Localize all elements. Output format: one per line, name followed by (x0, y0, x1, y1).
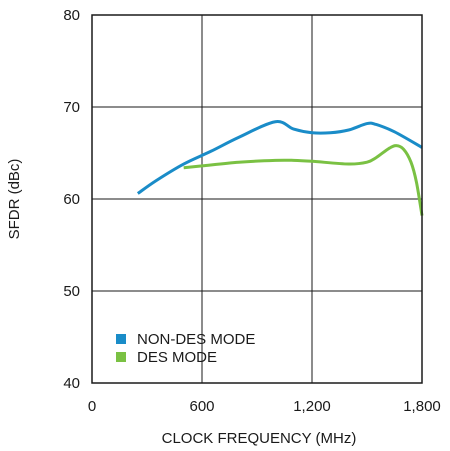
y-tick-label: 60 (63, 191, 80, 208)
y-tick-label: 70 (63, 99, 80, 116)
x-tick-label: 600 (189, 398, 214, 415)
y-tick-label: 50 (63, 283, 80, 300)
legend-label-des-mode: DES MODE (137, 349, 217, 366)
series-line-non-des-mode (136, 120, 423, 195)
legend-label-non-des-mode: NON-DES MODE (137, 331, 255, 348)
x-tick-label: 1,200 (293, 398, 331, 415)
y-axis-title: SFDR (dBc) (6, 159, 23, 240)
x-tick-label: 1,800 (403, 398, 441, 415)
legend-swatch-non-des-mode (116, 334, 126, 344)
x-axis-title: CLOCK FREQUENCY (MHz) (162, 430, 357, 447)
y-tick-label: 80 (63, 7, 80, 24)
x-tick-labels: 0 600 1,200 1,800 (88, 398, 441, 415)
legend-swatch-des-mode (116, 352, 126, 362)
y-tick-labels: 40 50 60 70 80 (63, 7, 80, 392)
plot-frame (91, 14, 423, 384)
x-tick-label: 0 (88, 398, 96, 415)
grid (92, 15, 422, 383)
y-tick-label: 40 (63, 375, 80, 392)
series-lines (136, 120, 424, 216)
series-line-des-mode (183, 144, 424, 216)
